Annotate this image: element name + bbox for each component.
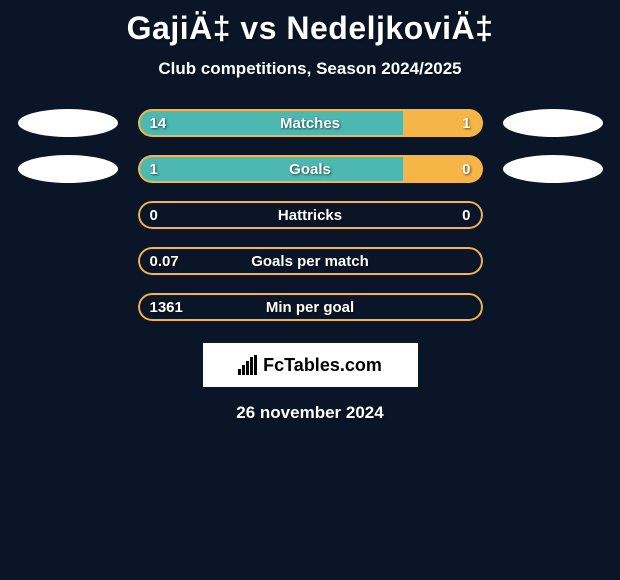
stat-row-goals-per-match: 0.07 Goals per match: [0, 247, 620, 275]
stat-bar: 1 Goals 0: [138, 155, 483, 183]
comparison-card: GajiÄ‡ vs NedeljkoviÄ‡ Club competitions…: [0, 0, 620, 423]
stat-bar-left-fill: [138, 155, 404, 183]
stat-bar-left-fill: [138, 109, 404, 137]
stat-bar: 0 Hattricks 0: [138, 201, 483, 229]
player-right-marker: [503, 109, 603, 137]
brand-text: FcTables.com: [263, 355, 382, 376]
player-left-marker: [18, 155, 118, 183]
stat-row-goals: 1 Goals 0: [0, 155, 620, 183]
bar-chart-icon: [238, 355, 257, 375]
player-right-marker: [503, 155, 603, 183]
stat-value-left: 14: [150, 115, 167, 132]
stat-value-left: 0: [150, 207, 158, 224]
stat-label: Hattricks: [278, 207, 342, 224]
stat-value-left: 0.07: [150, 253, 179, 270]
stat-rows: 14 Matches 1 1 Goals 0: [0, 109, 620, 321]
stat-bar: 0.07 Goals per match: [138, 247, 483, 275]
stat-label: Matches: [280, 115, 340, 132]
stat-bar: 14 Matches 1: [138, 109, 483, 137]
stat-label: Goals: [289, 161, 331, 178]
stat-value-right: 1: [462, 115, 470, 132]
stat-label: Min per goal: [266, 299, 354, 316]
stat-label: Goals per match: [251, 253, 369, 270]
stat-row-matches: 14 Matches 1: [0, 109, 620, 137]
stat-bar: 1361 Min per goal: [138, 293, 483, 321]
date-label: 26 november 2024: [236, 403, 383, 423]
page-title: GajiÄ‡ vs NedeljkoviÄ‡: [127, 10, 494, 47]
stat-row-min-per-goal: 1361 Min per goal: [0, 293, 620, 321]
stat-value-left: 1: [150, 161, 158, 178]
brand-link[interactable]: FcTables.com: [203, 343, 418, 387]
page-subtitle: Club competitions, Season 2024/2025: [158, 59, 461, 79]
stat-value-right: 0: [462, 161, 470, 178]
stat-value-left: 1361: [150, 299, 183, 316]
player-left-marker: [18, 109, 118, 137]
stat-row-hattricks: 0 Hattricks 0: [0, 201, 620, 229]
stat-value-right: 0: [462, 207, 470, 224]
